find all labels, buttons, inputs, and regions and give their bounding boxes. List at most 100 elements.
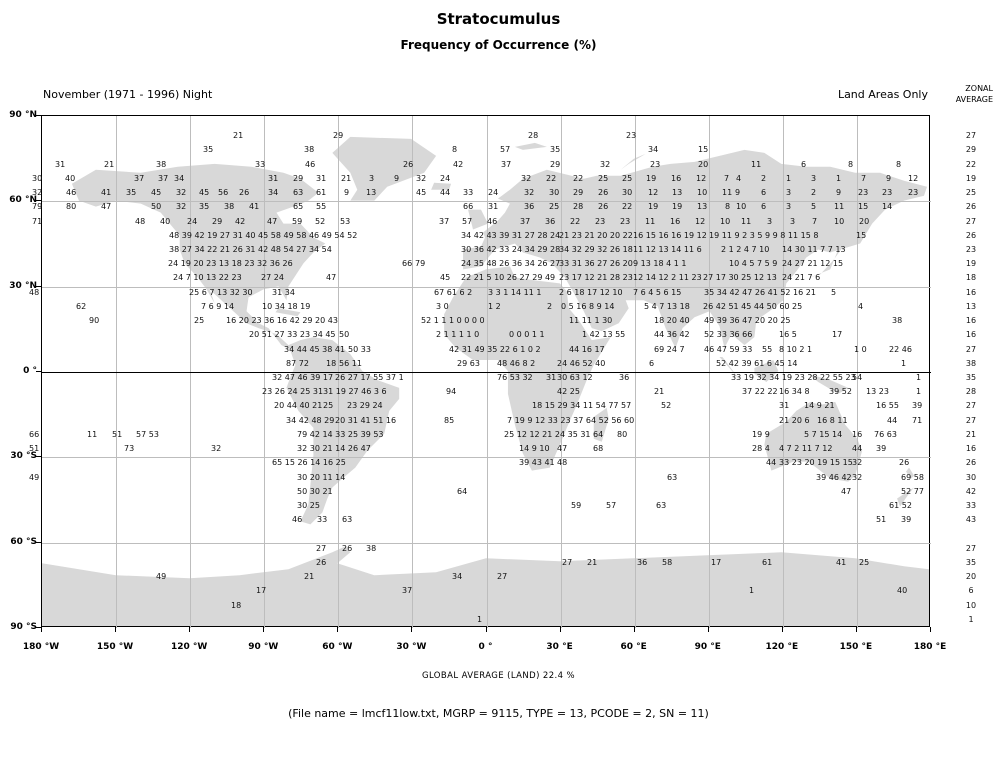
zonal-average-value: 27: [965, 401, 977, 410]
frequency-value: 30: [32, 174, 43, 183]
zonal-average-value: 27: [965, 345, 977, 354]
frequency-value: 23 29 24: [347, 401, 383, 410]
frequency-value: 36: [637, 558, 648, 567]
latitude-tick: [36, 115, 41, 116]
zonal-average-value: 27: [965, 131, 977, 140]
frequency-value: 41: [836, 558, 847, 567]
longitude-axis-label: 60 °E: [620, 642, 647, 652]
iceland-shape: [431, 182, 452, 190]
frequency-value: 22 46: [889, 345, 912, 354]
frequency-value: 37: [520, 217, 531, 226]
frequency-value: 35 34 42 47 26 41 52 16 21: [704, 288, 816, 297]
frequency-value: 42: [235, 217, 246, 226]
zonal-average-header-line2: AVERAGE: [955, 95, 993, 104]
frequency-value: 25 12 12 21 24 35 31 64: [504, 430, 604, 439]
frequency-value: 20 51 27 33 23 34 45: [249, 330, 336, 339]
frequency-value: 62: [76, 302, 87, 311]
frequency-value: 44: [766, 458, 777, 467]
longitude-axis-label: 60 °W: [322, 642, 353, 652]
frequency-value: 52 42 39 61 6 45 14: [716, 359, 798, 368]
frequency-value: 20 31 41 51 16: [335, 416, 397, 425]
frequency-value: 32: [211, 444, 222, 453]
frequency-value: 29: [550, 160, 561, 169]
frequency-value: 52 33 36 66: [704, 330, 753, 339]
frequency-value: 47: [326, 273, 337, 282]
frequency-value: 16 20 23 36 16 42 29 20 43: [226, 316, 338, 325]
british-isles-shape: [468, 209, 488, 230]
frequency-value: 30 36 42 33 24 34 29 28: [461, 245, 561, 254]
frequency-value: 80: [66, 202, 77, 211]
longitude-tick: [263, 627, 264, 632]
frequency-value: 32: [524, 188, 535, 197]
frequency-value: 9 13 18 4 1 1: [633, 259, 687, 268]
zonal-average-value: 25: [965, 188, 977, 197]
frequency-value: 68: [593, 444, 604, 453]
longitude-axis-label: 150 °E: [839, 642, 873, 652]
frequency-value: 44 16 17: [569, 345, 605, 354]
frequency-value: 19: [646, 174, 657, 183]
frequency-value: 29: [212, 217, 223, 226]
frequency-value: 79 42 14 33 25 39 53: [297, 430, 384, 439]
longitude-axis-label: 30 °W: [396, 642, 427, 652]
frequency-value: 32: [600, 160, 611, 169]
frequency-value: 65 15 26 14 16 25: [272, 458, 346, 467]
frequency-value: 17: [832, 330, 843, 339]
equator-line: [42, 372, 931, 373]
frequency-value: 23 17 12 21 28 23: [559, 273, 633, 282]
frequency-value: 50 33: [348, 345, 371, 354]
frequency-value: 76 63: [874, 430, 897, 439]
frequency-value: 32: [852, 473, 863, 482]
frequency-value: 23: [858, 188, 869, 197]
frequency-value: 13: [366, 188, 377, 197]
frequency-value: 42 25: [557, 387, 580, 396]
frequency-value: 29: [333, 131, 344, 140]
frequency-value: 52 77: [901, 487, 924, 496]
greenland-shape: [332, 136, 437, 201]
frequency-value: 27 24: [261, 273, 284, 282]
frequency-value: 55: [762, 345, 773, 354]
frequency-value: 34 44 45 38 41: [284, 345, 346, 354]
frequency-value: 13: [697, 202, 708, 211]
frequency-value: 37: [134, 174, 145, 183]
latitude-axis-label: 0 °: [23, 366, 37, 376]
frequency-value: 22: [546, 174, 557, 183]
frequency-value: 39 46 42: [816, 473, 852, 482]
frequency-value: 57: [462, 217, 473, 226]
page-title: Stratocumulus: [436, 10, 561, 28]
frequency-value: 12 14 12 2 11 23: [633, 273, 702, 282]
map-plot-area: [41, 115, 931, 628]
zonal-average-value: 16: [965, 316, 977, 325]
frequency-value: 32: [176, 202, 187, 211]
frequency-value: 31 34: [272, 288, 295, 297]
frequency-value: 28: [528, 131, 539, 140]
frequency-value: 33: [255, 160, 266, 169]
frequency-value: 53: [340, 217, 351, 226]
frequency-value: 31: [55, 160, 66, 169]
frequency-value: 22: [573, 174, 584, 183]
frequency-value: 26: [239, 188, 250, 197]
frequency-value: 63: [667, 473, 678, 482]
frequency-value: 23 26 24 25 31: [262, 387, 324, 396]
novaya-zemlya-shape: [620, 153, 646, 170]
latitude-gridline: [42, 287, 931, 288]
frequency-value: 35: [126, 188, 137, 197]
frequency-value: 20: [698, 160, 709, 169]
frequency-value: 19: [648, 202, 659, 211]
frequency-value: 94: [446, 387, 457, 396]
longitude-tick: [708, 627, 709, 632]
frequency-value: 2: [811, 188, 817, 197]
frequency-value: 56: [218, 188, 229, 197]
frequency-value: 65: [293, 202, 304, 211]
longitude-axis-label: 0 °: [478, 642, 493, 652]
frequency-value: 2: [761, 174, 767, 183]
zonal-average-value: 35: [965, 373, 977, 382]
zonal-average-value: 20: [965, 572, 977, 581]
frequency-value: 1: [916, 373, 922, 382]
frequency-value: 19: [672, 202, 683, 211]
zonal-average-value: 1: [968, 615, 974, 624]
frequency-value: 6: [761, 202, 767, 211]
frequency-value: 67 61 6 2: [434, 288, 473, 297]
frequency-value: 1 0: [854, 345, 867, 354]
zonal-average-value: 13: [965, 302, 977, 311]
frequency-value: 42: [453, 160, 464, 169]
